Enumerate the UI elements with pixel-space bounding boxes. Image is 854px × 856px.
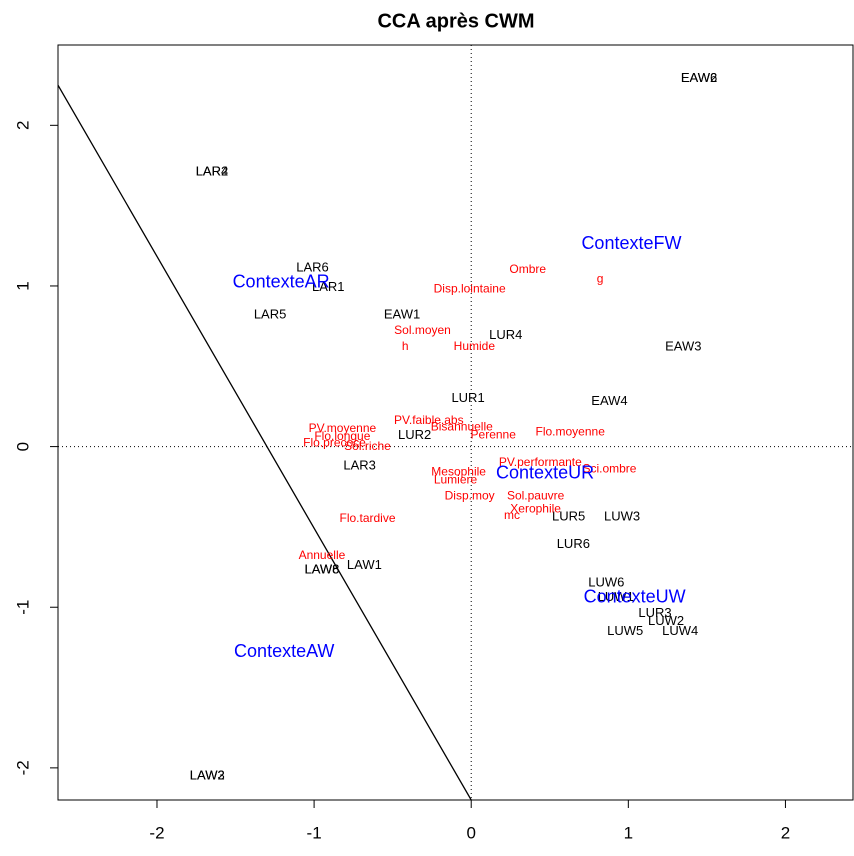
x-tick-label: 0: [466, 823, 475, 842]
point-label: LAR5: [254, 306, 287, 321]
point-label: LUW6: [588, 575, 624, 590]
point-label: Xerophile: [510, 501, 561, 515]
point-label: PV.moyenne: [309, 421, 377, 435]
point-label: Humide: [454, 339, 496, 353]
point-label: LUW4: [662, 623, 698, 638]
point-label: Lumiere: [434, 473, 478, 487]
point-label: LUW5: [607, 623, 643, 638]
point-label: EAW4: [591, 393, 627, 408]
point-label: ContexteAW: [234, 641, 334, 661]
point-label: LUR5: [552, 509, 585, 524]
point-label: EAW3: [665, 338, 701, 353]
point-label: PV.faible.abs: [394, 413, 464, 427]
x-tick-label: 1: [624, 823, 633, 842]
point-label: LAR1: [312, 279, 345, 294]
point-label: EAW1: [384, 306, 420, 321]
point-label: Flo.tardive: [340, 511, 396, 525]
chart-title: CCA après CWM: [377, 10, 534, 32]
point-label: Disp.moy: [445, 489, 495, 503]
y-tick-label: -1: [13, 600, 32, 615]
point-label: LUR4: [489, 327, 522, 342]
x-tick-label: -2: [149, 823, 164, 842]
point-label: h: [402, 339, 409, 353]
point-label: Bisannuelle: [431, 419, 493, 433]
y-tick-label: 2: [13, 121, 32, 130]
point-label: LUW1: [598, 589, 634, 604]
point-label: LUW3: [604, 509, 640, 524]
point-label: LUR3: [638, 605, 671, 620]
point-label: EAW2: [681, 70, 717, 85]
y-tick-label: -2: [13, 760, 32, 775]
point-label: Mesophile: [431, 464, 486, 478]
point-label: Perenne: [471, 428, 517, 442]
point-label: Sol.riche: [344, 439, 391, 453]
y-tick-label: 1: [13, 281, 32, 290]
point-label: LAR4: [196, 163, 229, 178]
point-label: LAR2: [196, 163, 229, 178]
point-label: Ombre: [509, 262, 546, 276]
point-label: Flo.precoce: [303, 436, 366, 450]
y-tick-label: 0: [13, 442, 32, 451]
point-label: LAW3: [190, 767, 225, 782]
point-label: LUR2: [398, 427, 431, 442]
point-label: g: [597, 272, 604, 286]
boundary-line: [58, 84, 472, 800]
point-label: LUW2: [648, 613, 684, 628]
point-label: LUR1: [451, 390, 484, 405]
point-label: LAR3: [343, 457, 376, 472]
plot-frame: [57, 44, 854, 801]
point-label: Disp.lointaine: [434, 281, 506, 295]
point-label: Flo.longue: [314, 429, 370, 443]
point-label: Sol.pauvre: [507, 489, 565, 503]
point-label: LAW2: [190, 767, 225, 782]
point-label: ContexteAR: [233, 271, 330, 291]
point-label: Sci.ombre: [582, 461, 636, 475]
point-label: Sol.moyen: [394, 323, 451, 337]
point-label: LUR6: [557, 536, 590, 551]
point-label: Flo.moyenne: [536, 424, 606, 438]
point-label: ContexteFW: [581, 233, 681, 253]
point-label: LAR6: [296, 260, 329, 275]
point-label: EAW6: [681, 70, 717, 85]
point-label: LAW8: [304, 562, 339, 577]
x-tick-label: 2: [781, 823, 790, 842]
point-label: LAW1: [347, 557, 382, 572]
point-label: LAW6: [304, 562, 339, 577]
point-label: ContexteUW: [584, 586, 686, 606]
point-label: PV.performante: [499, 455, 582, 469]
point-label: ContexteUR: [496, 463, 594, 483]
x-tick-label: -1: [307, 823, 322, 842]
point-label: Annuelle: [299, 548, 346, 562]
point-label: mc: [504, 508, 520, 522]
